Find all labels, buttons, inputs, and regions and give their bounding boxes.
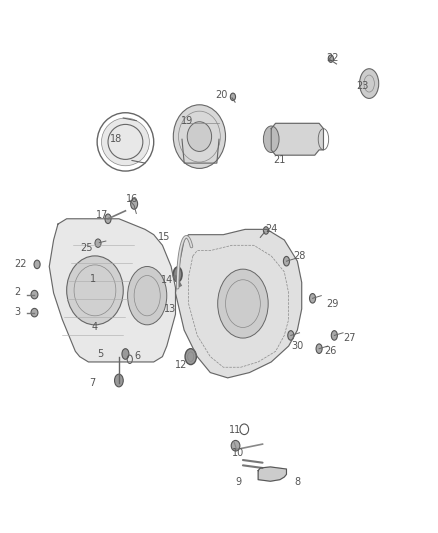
Text: 13: 13 xyxy=(164,304,177,314)
Text: 6: 6 xyxy=(134,351,140,361)
Ellipse shape xyxy=(288,330,294,340)
Text: 5: 5 xyxy=(98,349,104,359)
Ellipse shape xyxy=(263,126,279,152)
Ellipse shape xyxy=(310,294,316,303)
Text: 19: 19 xyxy=(180,116,193,126)
Text: 4: 4 xyxy=(92,322,98,333)
Text: 20: 20 xyxy=(215,90,228,100)
Text: 24: 24 xyxy=(265,224,277,235)
Ellipse shape xyxy=(173,267,182,282)
Ellipse shape xyxy=(187,122,212,151)
Ellipse shape xyxy=(185,349,196,365)
Text: 11: 11 xyxy=(230,425,242,435)
Polygon shape xyxy=(49,219,176,362)
Ellipse shape xyxy=(360,69,379,99)
Text: 21: 21 xyxy=(274,156,286,165)
Text: 25: 25 xyxy=(80,243,92,253)
Text: 26: 26 xyxy=(324,346,336,357)
Ellipse shape xyxy=(131,199,138,209)
Ellipse shape xyxy=(115,374,123,387)
Text: 9: 9 xyxy=(236,477,242,487)
Text: 18: 18 xyxy=(110,134,122,144)
Text: 2: 2 xyxy=(14,287,20,297)
Text: 29: 29 xyxy=(326,298,338,309)
Text: 8: 8 xyxy=(294,477,300,487)
Ellipse shape xyxy=(331,330,337,340)
Polygon shape xyxy=(258,467,286,481)
Text: 23: 23 xyxy=(357,81,369,91)
Text: 27: 27 xyxy=(343,333,356,343)
Polygon shape xyxy=(271,123,323,155)
Ellipse shape xyxy=(276,471,282,479)
Ellipse shape xyxy=(173,105,226,168)
Text: 15: 15 xyxy=(159,232,171,243)
Text: 28: 28 xyxy=(293,251,306,261)
Ellipse shape xyxy=(218,269,268,338)
Text: 17: 17 xyxy=(96,209,109,220)
Ellipse shape xyxy=(122,349,129,359)
Text: 16: 16 xyxy=(126,193,138,204)
Ellipse shape xyxy=(316,344,322,353)
Text: 3: 3 xyxy=(14,306,20,317)
Text: 12: 12 xyxy=(174,360,187,369)
Text: 7: 7 xyxy=(90,378,96,388)
Ellipse shape xyxy=(31,290,38,299)
Ellipse shape xyxy=(34,260,40,269)
Ellipse shape xyxy=(231,440,240,451)
Text: 22: 22 xyxy=(14,260,27,269)
Polygon shape xyxy=(176,229,302,378)
Ellipse shape xyxy=(67,256,123,325)
Ellipse shape xyxy=(283,256,290,266)
Text: 22: 22 xyxy=(326,53,339,63)
Ellipse shape xyxy=(102,118,149,166)
Ellipse shape xyxy=(31,309,38,317)
Text: 10: 10 xyxy=(232,448,244,458)
Ellipse shape xyxy=(328,55,333,62)
Ellipse shape xyxy=(260,471,265,479)
Text: 14: 14 xyxy=(161,274,173,285)
Text: 1: 1 xyxy=(90,273,96,284)
Ellipse shape xyxy=(105,214,111,223)
Ellipse shape xyxy=(263,227,268,234)
Ellipse shape xyxy=(127,266,167,325)
Ellipse shape xyxy=(230,93,236,101)
Ellipse shape xyxy=(95,239,101,247)
Text: 30: 30 xyxy=(291,341,304,351)
